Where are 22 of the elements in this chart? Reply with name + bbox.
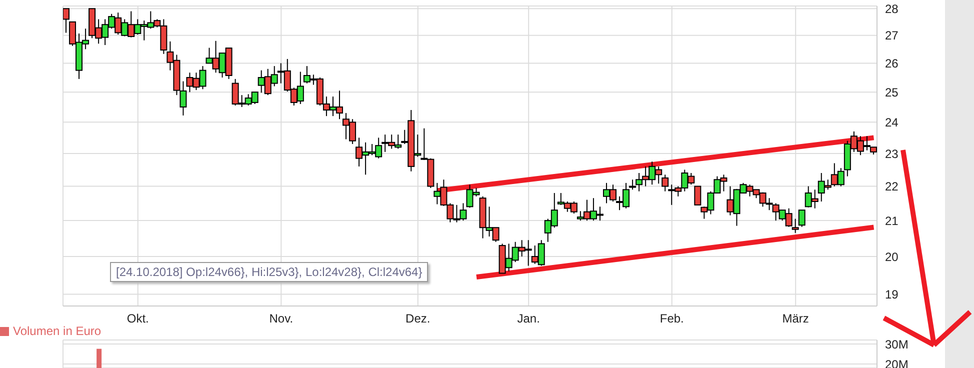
y-tick-label: 20M — [885, 357, 908, 368]
y-tick-label: 20 — [885, 250, 899, 264]
y-tick-label: 22 — [885, 180, 899, 194]
x-tick-label: Nov. — [269, 312, 294, 326]
y-tick-label: 28 — [885, 2, 899, 16]
x-tick-label: Okt. — [126, 312, 149, 326]
y-tick-label: 21 — [885, 214, 899, 228]
candlestick — [662, 174, 669, 192]
y-tick-label: 27 — [885, 28, 899, 43]
y-tick-label: 26 — [885, 56, 899, 70]
candlestick — [63, 8, 70, 34]
x-tick-label: Jan. — [517, 312, 540, 326]
x-tick-label: März — [782, 312, 809, 326]
x-tick-label: Feb. — [660, 312, 684, 326]
y-tick-label: 23 — [885, 146, 899, 161]
legend-label: Volumen in Euro — [13, 324, 102, 338]
y-tick-label: 24 — [885, 115, 899, 130]
annotation: [24.10.2018] Op:l24v66}, Hi:l25v3}, Lo:l24v28}, Cl:l24v64} — [110, 262, 428, 282]
y-tick-label: 19 — [885, 288, 899, 302]
y-tick-label: 30M — [885, 337, 908, 352]
x-tick-label: Dez. — [406, 312, 430, 326]
y-tick-label: 25 — [885, 85, 899, 100]
